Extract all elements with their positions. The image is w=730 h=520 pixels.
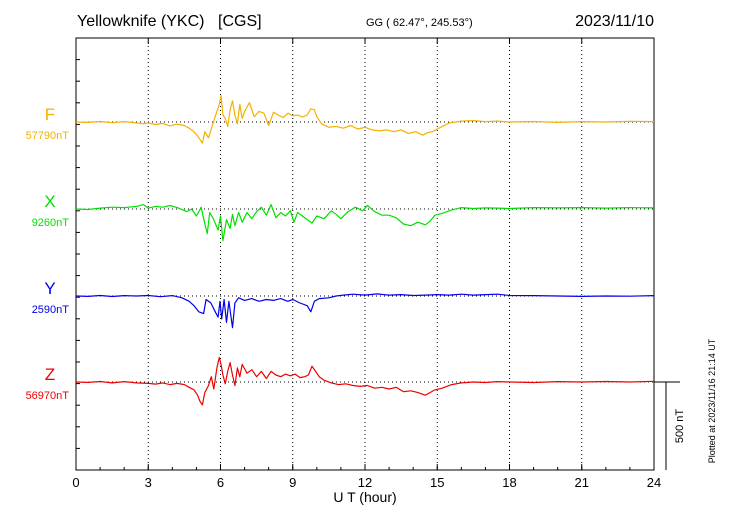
scale-bar: 500 nT — [654, 381, 686, 470]
x-tick-label: 21 — [575, 475, 589, 490]
series-line-x — [75, 204, 655, 242]
x-tick-label: 9 — [289, 475, 296, 490]
series-name-x: X — [44, 192, 55, 211]
x-tick-label: 24 — [647, 475, 661, 490]
series-labels: F 57790nT X 9260nT Y 2590nT Z 56970nT — [26, 105, 70, 402]
x-tick-label: 15 — [430, 475, 444, 490]
series-name-f: F — [45, 105, 55, 124]
network-label: [CGS] — [218, 13, 262, 30]
station-title: Yellowknife (YKC) — [77, 13, 204, 30]
x-tick-label: 6 — [217, 475, 224, 490]
plotted-at-footer: Plotted at 2023/11/16 21:14 UT — [707, 338, 717, 463]
series-baseline-z: 56970nT — [26, 390, 70, 402]
series-baseline-f: 57790nT — [26, 130, 70, 142]
x-axis-label: U T (hour) — [333, 489, 396, 505]
series-name-y: Y — [44, 279, 55, 298]
series-baseline-x: 9260nT — [32, 217, 70, 229]
x-tick-label: 18 — [502, 475, 516, 490]
series-baseline-y: 2590nT — [32, 304, 70, 316]
series-line-f — [75, 94, 655, 144]
x-tick-label: 3 — [145, 475, 152, 490]
x-axis-ticks: 0 3 6 9 12 15 18 21 24 — [72, 38, 661, 490]
x-tick-label: 0 — [72, 475, 79, 490]
scale-bar-label: 500 nT — [674, 409, 686, 444]
series-line-z — [75, 356, 655, 406]
grid-lines — [76, 37, 654, 470]
date-label: 2023/11/10 — [575, 13, 654, 30]
series-line-y — [75, 293, 655, 329]
coordinates-label: GG ( 62.47°, 245.53°) — [366, 17, 473, 29]
series-name-z: Z — [45, 365, 55, 384]
x-tick-label: 12 — [358, 475, 372, 490]
series-traces — [75, 94, 655, 406]
